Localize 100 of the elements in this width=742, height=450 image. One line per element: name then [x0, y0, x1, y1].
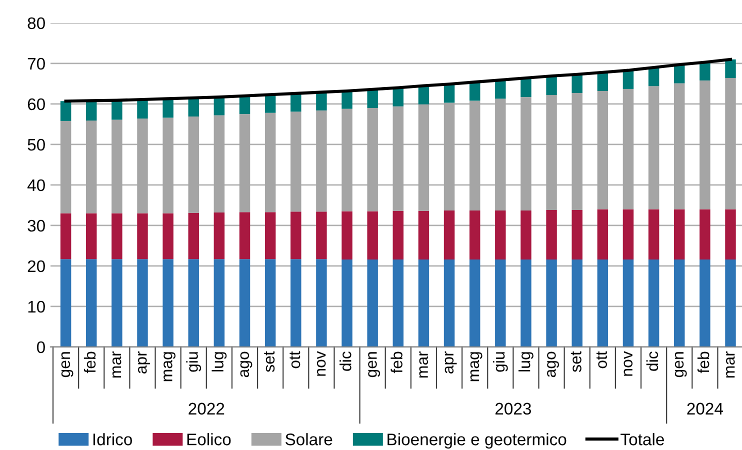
bar [572, 259, 582, 347]
bar [674, 64, 685, 84]
bar [700, 209, 710, 260]
y-tick-label: 0 [36, 341, 45, 354]
bar [162, 98, 174, 118]
x-tick-label: mar [726, 351, 735, 378]
text: 2023 [495, 402, 531, 415]
bar [264, 212, 276, 260]
x-tick-label: lug [518, 352, 534, 372]
x-tick-label: feb [697, 352, 710, 374]
bar [495, 80, 506, 99]
bar [648, 259, 660, 347]
x-tick-label: ott [596, 351, 607, 368]
bar [700, 259, 710, 347]
bar [597, 72, 608, 91]
y-tick-label: 60 [28, 98, 45, 110]
legend-label: Solare [286, 433, 332, 446]
x-tick-label: feb [390, 352, 402, 374]
bar [469, 259, 480, 347]
bar [264, 94, 276, 113]
x-tick-label: ago [240, 352, 252, 378]
bar [316, 212, 327, 260]
bar [674, 259, 685, 347]
bar [60, 259, 72, 347]
bar [290, 259, 302, 347]
bar [86, 100, 97, 121]
bar [572, 74, 582, 94]
bar [239, 259, 250, 347]
legend-label: Totale [620, 433, 664, 446]
bar [367, 259, 378, 347]
x-tick-label: giu [186, 352, 202, 372]
bar [622, 259, 634, 347]
bar [264, 259, 276, 347]
bar [137, 99, 148, 119]
y-tick-label: 30 [28, 220, 45, 232]
y-tick-label: 70 [28, 58, 45, 70]
bar [137, 259, 148, 347]
bar [674, 209, 685, 260]
bar [725, 209, 736, 260]
y-tick-label: 80 [28, 17, 45, 30]
bar [137, 213, 148, 260]
bar [162, 259, 174, 347]
bar [60, 213, 72, 260]
x-tick-label: set [570, 351, 582, 372]
bar [86, 213, 97, 260]
bar [290, 212, 302, 260]
x-tick-label: gen [61, 352, 74, 378]
legend-label: Bioenergie e geotermico [388, 433, 566, 449]
bar [239, 212, 250, 260]
bar [495, 210, 506, 260]
bar [86, 259, 97, 347]
bar [648, 209, 660, 260]
bar [60, 101, 72, 121]
y-tick-label: 20 [28, 260, 45, 272]
bar [112, 100, 122, 120]
bar [597, 259, 608, 347]
bar [342, 259, 352, 347]
x-tick-label: ago [547, 352, 559, 378]
bar [342, 90, 352, 109]
x-tick-label: apr [138, 351, 150, 374]
y-tick-label: 10 [28, 300, 45, 313]
bar [520, 210, 532, 260]
bar [495, 259, 506, 347]
bar [392, 259, 404, 347]
y-tick-label: 50 [28, 138, 45, 151]
bar [188, 259, 199, 347]
x-tick-label: feb [84, 352, 96, 374]
bar [622, 209, 634, 260]
bar [622, 70, 634, 89]
bar [418, 210, 430, 260]
bar [520, 259, 532, 347]
bar [214, 212, 225, 260]
line-series [64, 58, 732, 103]
bar [112, 259, 122, 347]
x-tick-label: apr [444, 351, 457, 374]
y-tick-label: 40 [27, 179, 45, 192]
bar [546, 210, 557, 260]
x-tick-label: dic [646, 352, 658, 371]
legend-label: Eolico [187, 433, 231, 446]
bar [444, 210, 455, 260]
bar [725, 59, 736, 78]
bar [418, 259, 430, 347]
x-tick-label: set [264, 351, 275, 372]
x-tick-label: mag [164, 352, 176, 382]
x-tick-label: mag [470, 352, 482, 382]
bar [316, 259, 327, 347]
bar [112, 213, 122, 260]
bar [342, 211, 352, 260]
bar [572, 210, 582, 260]
bar [392, 210, 404, 260]
bar [418, 86, 430, 104]
bar [214, 259, 225, 347]
bar [214, 97, 225, 116]
x-tick-label: gen [674, 352, 687, 378]
bar [392, 88, 404, 106]
x-tick-label: mar [419, 351, 428, 378]
bar [546, 76, 557, 96]
text: 2022 [188, 402, 224, 415]
bar [162, 213, 174, 260]
x-tick-label: ott [290, 351, 300, 368]
